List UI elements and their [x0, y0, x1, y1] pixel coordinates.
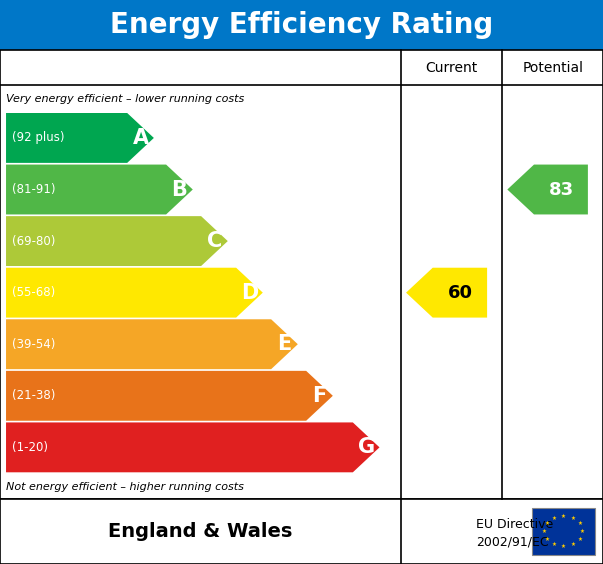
Text: ★: ★ [578, 521, 582, 526]
Text: (55-68): (55-68) [12, 286, 55, 299]
Text: ★: ★ [542, 529, 547, 534]
Bar [532, 508, 595, 555]
Text: (21-38): (21-38) [12, 389, 55, 402]
Text: ★: ★ [580, 529, 585, 534]
Text: Current: Current [426, 60, 478, 74]
Polygon shape [6, 113, 154, 163]
Polygon shape [6, 319, 298, 369]
Text: ★: ★ [570, 515, 575, 521]
Text: ★: ★ [570, 543, 575, 548]
Bar [0, 0, 603, 50]
Text: ★: ★ [552, 543, 557, 548]
Text: England & Wales: England & Wales [109, 522, 292, 541]
Polygon shape [406, 268, 487, 318]
Text: ★: ★ [561, 514, 566, 518]
Text: 2002/91/EC: 2002/91/EC [476, 535, 548, 548]
Text: A: A [133, 128, 148, 148]
Polygon shape [6, 216, 228, 266]
Text: Energy Efficiency Rating: Energy Efficiency Rating [110, 11, 493, 39]
Text: 83: 83 [548, 180, 573, 199]
Polygon shape [507, 165, 588, 214]
Polygon shape [6, 422, 379, 472]
Text: F: F [312, 386, 327, 406]
Text: (92 plus): (92 plus) [12, 131, 65, 144]
Text: ★: ★ [561, 544, 566, 549]
Polygon shape [6, 165, 193, 214]
Text: Not energy efficient – higher running costs: Not energy efficient – higher running co… [6, 482, 244, 491]
Text: C: C [207, 231, 222, 251]
Polygon shape [6, 268, 263, 318]
Text: EU Directive: EU Directive [476, 518, 553, 531]
Text: (39-54): (39-54) [12, 338, 55, 351]
Text: 60: 60 [447, 284, 472, 302]
Text: ★: ★ [552, 515, 557, 521]
Text: Potential: Potential [522, 60, 583, 74]
Text: G: G [358, 437, 374, 457]
Text: ★: ★ [578, 537, 582, 541]
Text: ★: ★ [545, 537, 549, 541]
Text: (81-91): (81-91) [12, 183, 55, 196]
Bar [0, 50, 603, 499]
Bar [0, 499, 603, 564]
Text: E: E [277, 334, 292, 354]
Text: (1-20): (1-20) [12, 441, 48, 454]
Text: ★: ★ [545, 521, 549, 526]
Text: B: B [171, 179, 188, 200]
Polygon shape [6, 371, 333, 421]
Text: D: D [241, 283, 258, 303]
Text: (69-80): (69-80) [12, 235, 55, 248]
Text: Very energy efficient – lower running costs: Very energy efficient – lower running co… [6, 94, 244, 104]
